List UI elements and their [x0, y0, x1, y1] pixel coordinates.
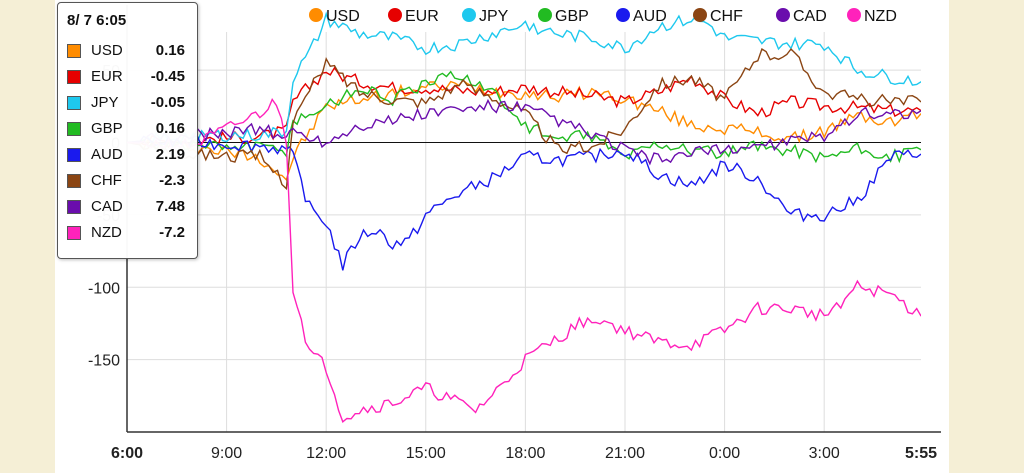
tooltip-value: -7.2	[159, 224, 185, 241]
x-tick-label: 0:00	[709, 445, 740, 462]
series-line-jpy	[127, 11, 921, 147]
tooltip-row: NZD -7.2	[67, 224, 193, 246]
tooltip-currency: AUD	[91, 146, 123, 163]
x-tick-label: 6:00	[111, 445, 143, 462]
tooltip-currency: EUR	[91, 68, 123, 85]
tooltip-value: -0.45	[150, 68, 185, 85]
series-line-nzd	[127, 98, 921, 423]
tooltip-swatch	[67, 122, 81, 136]
x-tick-label: 21:00	[605, 445, 645, 462]
series-line-usd	[127, 79, 921, 182]
tooltip-currency: GBP	[91, 120, 123, 137]
y-tick-label: -150	[88, 353, 120, 370]
legend-marker-aud	[616, 8, 630, 22]
tooltip-swatch	[67, 200, 81, 214]
legend-marker-gbp	[538, 8, 552, 22]
x-tick-label: 9:00	[211, 445, 242, 462]
tooltip-row: AUD 2.19	[67, 146, 193, 168]
legend-marker-eur	[388, 8, 402, 22]
tooltip-value: 0.16	[155, 42, 185, 59]
tooltip-swatch	[67, 96, 81, 110]
series-line-gbp	[127, 70, 921, 164]
legend-marker-chf	[693, 8, 707, 22]
series-line-eur	[127, 66, 921, 149]
legend-label-gbp: GBP	[555, 8, 589, 25]
tooltip-swatch	[67, 148, 81, 162]
tooltip-currency: CAD	[91, 198, 123, 215]
legend-label-usd: USD	[326, 8, 360, 25]
legend-marker-nzd	[847, 8, 861, 22]
legend-marker-cad	[776, 8, 790, 22]
x-tick-label: 15:00	[406, 445, 446, 462]
legend-marker-usd	[309, 8, 323, 22]
x-tick-label: 18:00	[505, 445, 545, 462]
tooltip-row: GBP 0.16	[67, 120, 193, 142]
tooltip-value: 7.48	[155, 198, 185, 215]
tooltip-currency: CHF	[91, 172, 122, 189]
tooltip-row: JPY -0.05	[67, 94, 193, 116]
tooltip-value: 0.16	[155, 120, 185, 137]
series-line-cad	[127, 98, 921, 166]
series-line-aud	[127, 135, 921, 271]
legend-label-eur: EUR	[405, 8, 439, 25]
chart-panel	[55, 0, 949, 473]
tooltip-row: USD 0.16	[67, 42, 193, 64]
legend-label-aud: AUD	[633, 8, 667, 25]
x-tick-label: 12:00	[306, 445, 346, 462]
legend-label-cad: CAD	[793, 8, 827, 25]
y-tick-label: -100	[88, 280, 120, 297]
hover-tooltip: 8/ 7 6:05 USD 0.16 EUR -0.45 JPY -0.05 GBP 0.16…	[57, 2, 198, 259]
tooltip-swatch	[67, 174, 81, 188]
tooltip-currency: USD	[91, 42, 123, 59]
legend-label-nzd: NZD	[864, 8, 897, 25]
x-tick-label: 5:55	[905, 445, 937, 462]
tooltip-value: -2.3	[159, 172, 185, 189]
tooltip-title: 8/ 7 6:05	[67, 12, 127, 29]
tooltip-row: CAD 7.48	[67, 198, 193, 220]
tooltip-swatch	[67, 226, 81, 240]
tooltip-swatch	[67, 70, 81, 84]
series-line-chf	[127, 47, 921, 191]
legend-marker-jpy	[462, 8, 476, 22]
tooltip-row: CHF -2.3	[67, 172, 193, 194]
tooltip-currency: JPY	[91, 94, 119, 111]
tooltip-value: 2.19	[155, 146, 185, 163]
x-tick-label: 3:00	[809, 445, 840, 462]
tooltip-value: -0.05	[150, 94, 185, 111]
tooltip-currency: NZD	[91, 224, 122, 241]
legend-label-jpy: JPY	[479, 8, 509, 25]
tooltip-swatch	[67, 44, 81, 58]
legend-label-chf: CHF	[710, 8, 743, 25]
tooltip-row: EUR -0.45	[67, 68, 193, 90]
